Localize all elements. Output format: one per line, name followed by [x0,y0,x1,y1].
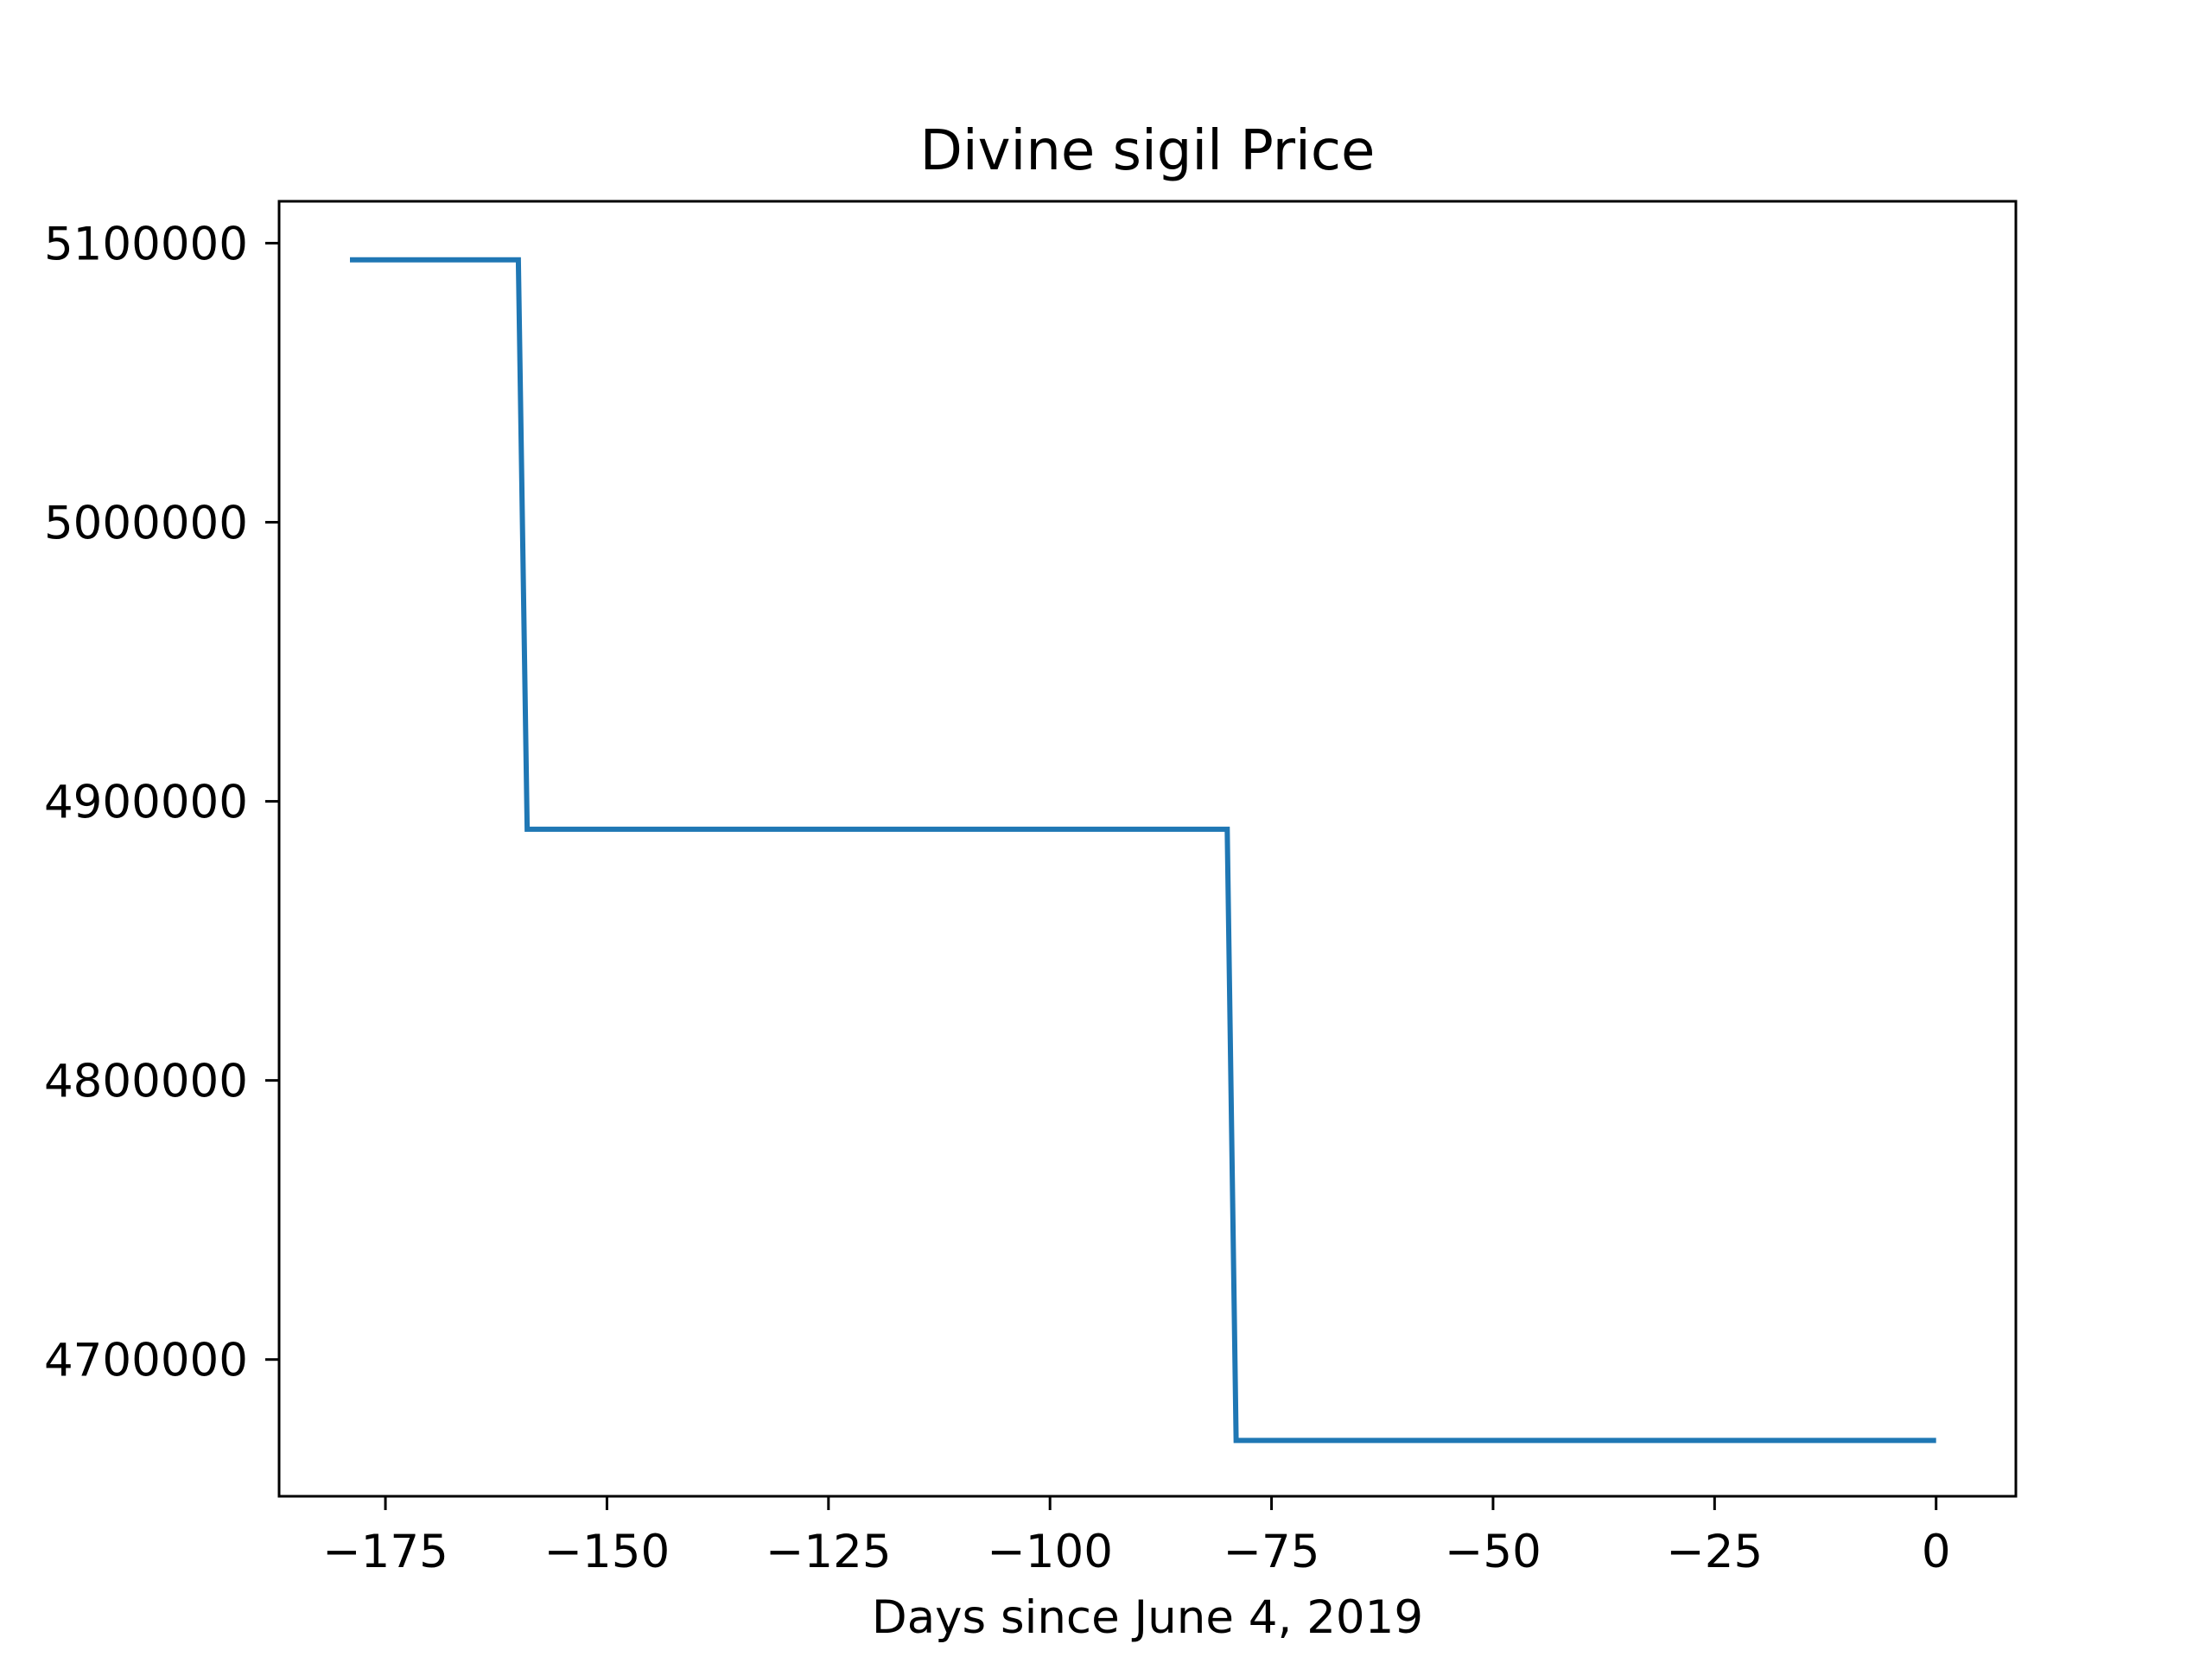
x-axis: −175 −150 −125 −100 −75 −50 −25 0 [322,1496,1951,1578]
y-tick-label: 5000000 [44,498,248,550]
y-tick-label: 5100000 [44,218,248,270]
x-tick-label: −75 [1224,1526,1320,1578]
x-tick-label: −100 [987,1526,1113,1578]
x-tick-label: −175 [322,1526,448,1578]
plot-frame [277,200,2018,1498]
x-tick-label: −50 [1445,1526,1541,1578]
y-axis: 4700000 4800000 4900000 5000000 5100000 [44,218,279,1387]
y-tick-label: 4900000 [44,777,248,829]
x-tick-label: −150 [544,1526,671,1578]
x-tick-label: −125 [766,1526,892,1578]
price-series-line [350,257,1936,1444]
x-axis-label: Days since June 4, 2019 [872,1591,1423,1644]
series-layer [350,257,1936,1444]
x-tick-label: −25 [1666,1526,1763,1578]
chart-title: Divine sigil Price [920,119,1376,183]
y-tick-label: 4700000 [44,1335,248,1387]
y-tick-label: 4800000 [44,1056,248,1108]
x-tick-label: 0 [1922,1526,1951,1578]
